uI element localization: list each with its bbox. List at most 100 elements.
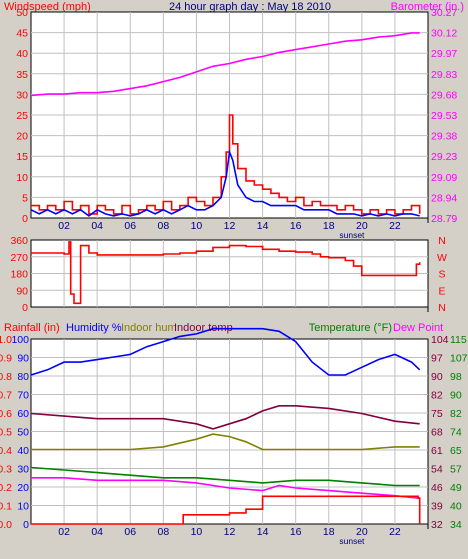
rain-y-tick-label: 0.1 bbox=[0, 501, 12, 513]
barometer-y-tick-label: 30.27 bbox=[431, 7, 457, 19]
climate-panel-x-tick-label: 20 bbox=[356, 526, 368, 538]
windspeed-y-tick-label: 0 bbox=[22, 213, 28, 225]
direction-y-tick-label: 180 bbox=[10, 269, 28, 281]
humidity-y-tick-label: 0 bbox=[23, 519, 29, 531]
indoor_hum-series-line bbox=[31, 433, 420, 451]
barometer-y-tick-label: 28.94 bbox=[431, 192, 457, 204]
climate-panel-x-tick-label: 06 bbox=[124, 526, 136, 538]
windspeed-y-tick-label: 35 bbox=[16, 69, 28, 81]
temperature-y-tick-label: 107 bbox=[450, 353, 468, 365]
wind-panel-x-tick-label: 02 bbox=[58, 220, 70, 232]
baro-series-line bbox=[30, 32, 420, 97]
barometer-y-tick-label: 28.79 bbox=[431, 213, 457, 225]
wind-panel-x-tick-label: 04 bbox=[91, 220, 103, 232]
barometer-y-tick-label: 30.12 bbox=[431, 28, 457, 40]
rain-y-tick-label: 0.3 bbox=[0, 464, 12, 476]
wind-panel-x-tick-label: 22 bbox=[389, 220, 401, 232]
rain-y-tick-label: 0.8 bbox=[0, 371, 12, 383]
barometer-legend: Barometer (in.) bbox=[391, 1, 464, 13]
rain-y-tick-label: 1.0 bbox=[0, 334, 12, 346]
humidity-y-tick-label: 100 bbox=[11, 334, 29, 346]
legend-left-item: Indoor hum bbox=[121, 322, 177, 334]
windspeed-legend: Windspeed (mph) bbox=[4, 1, 91, 13]
indoor-temp-y-tick-label: 39 bbox=[431, 501, 443, 513]
rain-y-tick-label: 0.6 bbox=[0, 408, 12, 420]
windspeed-y-tick-label: 25 bbox=[16, 110, 28, 122]
humidity-y-tick-label: 20 bbox=[17, 482, 29, 494]
wind-panel-x-tick-label: 08 bbox=[157, 220, 169, 232]
wind-panel-x-tick-label: 06 bbox=[124, 220, 136, 232]
wind-direction-series-line bbox=[31, 241, 421, 305]
rain-y-tick-label: 0.4 bbox=[0, 445, 12, 457]
wind-panel-x-tick-label: 14 bbox=[257, 220, 269, 232]
indoor-temp-y-tick-label: 90 bbox=[431, 371, 443, 383]
dew_point-series-line bbox=[31, 477, 420, 500]
dewpoint-legend: Dew Point bbox=[393, 322, 443, 334]
temperature-series-line bbox=[30, 466, 420, 487]
indoor-temp-y-tick-label: 75 bbox=[431, 408, 443, 420]
climate-panel-x-tick-label: 18 bbox=[323, 526, 335, 538]
gust-series-line bbox=[30, 148, 420, 217]
barometer-y-tick-label: 29.38 bbox=[431, 131, 457, 143]
temperature-y-tick-label: 34 bbox=[450, 519, 462, 531]
windspeed-y-tick-label: 5 bbox=[22, 192, 28, 204]
temperature-y-tick-label: 49 bbox=[450, 482, 462, 494]
climate-panel-x-tick-label: 22 bbox=[389, 526, 401, 538]
rain-y-tick-label: 0.7 bbox=[0, 390, 12, 402]
compass-label: S bbox=[438, 269, 445, 281]
windspeed-y-tick-label: 45 bbox=[16, 28, 28, 40]
rain-y-tick-label: 0.5 bbox=[0, 427, 12, 439]
direction-y-tick-label: 0 bbox=[22, 302, 28, 314]
climate-panel-x-tick-label: 14 bbox=[257, 526, 269, 538]
humidity-y-tick-label: 50 bbox=[17, 427, 29, 439]
temperature-y-tick-label: 90 bbox=[450, 390, 462, 402]
temperature-y-tick-label: 40 bbox=[450, 501, 462, 513]
compass-label: W bbox=[437, 252, 447, 264]
direction-y-tick-label: 360 bbox=[10, 235, 28, 247]
chart-title: 24 hour graph day : May 18 2010 bbox=[169, 1, 331, 13]
legend-left-item: Indoor temp bbox=[174, 322, 233, 334]
humidity-y-tick-label: 80 bbox=[17, 371, 29, 383]
wind-panel-sunset-label: sunset bbox=[339, 230, 365, 240]
wind-panel-x-tick-label: 16 bbox=[290, 220, 302, 232]
indoor-temp-y-tick-label: 82 bbox=[431, 390, 443, 402]
windspeed-y-tick-label: 10 bbox=[16, 172, 28, 184]
humidity-y-tick-label: 70 bbox=[17, 390, 29, 402]
legend-left-item: Rainfall (in) bbox=[4, 322, 60, 334]
rain-y-tick-label: 0.2 bbox=[0, 482, 12, 494]
windspeed-y-tick-label: 30 bbox=[16, 89, 28, 101]
climate-panel-x-tick-label: 12 bbox=[224, 526, 236, 538]
barometer-y-tick-label: 29.83 bbox=[431, 69, 457, 81]
temperature-y-tick-label: 74 bbox=[450, 427, 462, 439]
windspeed-y-tick-label: 20 bbox=[16, 131, 28, 143]
rain-y-tick-label: 0.9 bbox=[0, 353, 12, 365]
windspeed-y-tick-label: 50 bbox=[16, 7, 28, 19]
wind-series-line bbox=[31, 114, 421, 215]
indoor-temp-y-tick-label: 97 bbox=[431, 353, 443, 365]
indoor-temp-y-tick-label: 46 bbox=[431, 482, 443, 494]
indoor-temp-y-tick-label: 68 bbox=[431, 427, 443, 439]
direction-y-tick-label: 270 bbox=[10, 252, 28, 264]
wind-panel-x-tick-label: 10 bbox=[191, 220, 203, 232]
compass-label: N bbox=[438, 235, 446, 247]
humidity-y-tick-label: 30 bbox=[17, 464, 29, 476]
temperature-legend: Temperature (°F) bbox=[309, 322, 392, 334]
temperature-y-tick-label: 82 bbox=[450, 408, 462, 420]
indoor-temp-y-tick-label: 104 bbox=[431, 334, 449, 346]
humidity-y-tick-label: 60 bbox=[17, 408, 29, 420]
compass-label: E bbox=[438, 285, 445, 297]
compass-label: N bbox=[438, 302, 446, 314]
climate-panel-x-tick-label: 02 bbox=[58, 526, 70, 538]
wind-panel-x-tick-label: 12 bbox=[224, 220, 236, 232]
temperature-y-tick-label: 98 bbox=[450, 371, 462, 383]
barometer-y-tick-label: 29.23 bbox=[431, 151, 457, 163]
barometer-y-tick-label: 29.97 bbox=[431, 48, 457, 60]
humidity-series-line bbox=[30, 327, 421, 376]
climate-panel-x-tick-label: 16 bbox=[290, 526, 302, 538]
climate-panel-x-tick-label: 10 bbox=[191, 526, 203, 538]
temperature-y-tick-label: 65 bbox=[450, 445, 462, 457]
barometer-y-tick-label: 29.68 bbox=[431, 89, 457, 101]
rain-y-tick-label: 0.0 bbox=[0, 519, 12, 531]
